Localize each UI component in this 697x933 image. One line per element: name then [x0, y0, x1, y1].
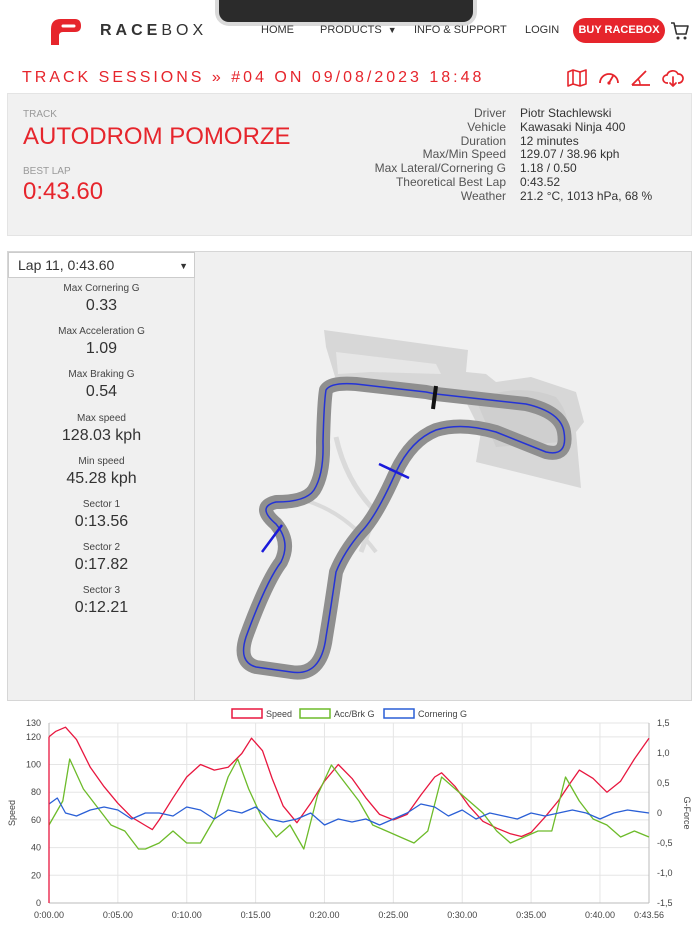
- buy-racebox-button[interactable]: BUY RACEBOX: [573, 18, 665, 43]
- racing-line: [242, 382, 566, 674]
- stat-weather: Weather 21.2 °C, 1013 hPa, 68 %: [460, 188, 653, 203]
- paddock-inner: [336, 352, 441, 374]
- legend-label: Speed: [266, 709, 292, 719]
- start-finish-marker: [431, 385, 438, 410]
- map-icon[interactable]: [566, 68, 588, 88]
- stat-duration: Duration 12 minutes: [460, 133, 579, 148]
- lap-select[interactable]: Lap 11, 0:43.60 ▼: [8, 252, 195, 278]
- x-tick-label: 0:40.00: [585, 910, 615, 920]
- y-left-tick-label: 80: [31, 787, 41, 797]
- legend-swatch: [231, 708, 263, 719]
- nav-info-support[interactable]: INFO & SUPPORT: [414, 24, 507, 36]
- track-label: TRACK: [23, 109, 57, 120]
- series-line-cornering-g: [48, 797, 650, 826]
- y-left-tick-label: 120: [26, 732, 41, 742]
- lap-stat-sector-2: Sector 2 0:17.82: [74, 542, 129, 573]
- y-left-tick-label: 60: [31, 815, 41, 825]
- y-right-tick-label: 1,5: [657, 718, 670, 728]
- lap-stat-sector-3: Sector 3 0:12.21: [74, 585, 129, 616]
- best-lap-label: BEST LAP: [23, 166, 71, 177]
- x-tick-label: 0:15.00: [241, 910, 271, 920]
- session-stats: Driver Piotr Stachlewski Vehicle Kawasaki …: [358, 106, 688, 204]
- dropdown-arrow-icon: ▼: [179, 261, 188, 271]
- chevron-down-icon: ▼: [387, 25, 397, 35]
- nav-login[interactable]: LOGIN: [525, 24, 560, 36]
- brand-name: RACEBOX: [100, 22, 208, 39]
- hero-image-peek: [215, 0, 477, 26]
- telemetry-chart-svg: 0 20 40 60 80 100 120 130 -1,5 -1,0 -0,5 0 0,5 1,0 1,5…: [7, 708, 692, 920]
- x-tick-label: 0:43.56: [634, 910, 664, 920]
- track-name: AUTODROM POMORZE: [23, 123, 291, 150]
- stat-max-min-speed: Max/Min Speed 129.07 / 38.96 kph: [422, 147, 620, 162]
- track-map[interactable]: [196, 252, 691, 700]
- lap-stat-max-braking-g: Max Braking G 0.54: [68, 369, 135, 400]
- cart-icon[interactable]: [670, 21, 690, 41]
- y-right-tick-label: -0,5: [657, 838, 673, 848]
- x-tick-label: 0:05.00: [103, 910, 133, 920]
- cloud-download-icon[interactable]: [662, 68, 684, 88]
- stat-driver: Driver Piotr Stachlewski: [474, 106, 612, 120]
- legend-label: Acc/Brk G: [334, 709, 375, 719]
- series-line-acc-brk-g: [48, 758, 650, 850]
- x-tick-label: 0:00.00: [34, 910, 64, 920]
- session-info-panel: TRACK AUTODROM POMORZE BEST LAP 0:43.60 …: [7, 93, 692, 236]
- lap-panel: Lap 11, 0:43.60 ▼ Max Cornering G 0.33 Ma…: [7, 251, 692, 701]
- racebox-logo-icon: [51, 19, 81, 45]
- y-left-tick-label: 130: [26, 718, 41, 728]
- racebox-logo[interactable]: RACEBOX: [47, 17, 207, 45]
- y-left-tick-label: 0: [36, 898, 41, 908]
- sector-marker: [260, 524, 284, 553]
- legend-swatch: [383, 708, 415, 719]
- y-right-tick-label: 1,0: [657, 748, 670, 758]
- y-right-tick-label: 0,5: [657, 778, 670, 788]
- y-right-tick-label: 0: [657, 808, 662, 818]
- lap-stat-min-speed: Min speed 45.28 kph: [66, 456, 137, 487]
- nav-home[interactable]: HOME: [261, 24, 294, 36]
- y-right-tick-label: -1,5: [657, 898, 673, 908]
- session-title: TRACK SESSIONS » #04 ON 09/08/2023 18:48: [22, 69, 485, 86]
- speedometer-icon[interactable]: [598, 68, 620, 88]
- y-left-tick-label: 40: [31, 843, 41, 853]
- x-tick-label: 0:10.00: [172, 910, 202, 920]
- stat-lateral-cornering-g: Max Lateral/Cornering G 1.18 / 0.50: [374, 161, 577, 176]
- lap-stat-max-cornering-g: Max Cornering G 0.33: [63, 283, 140, 314]
- x-tick-label: 0:25.00: [378, 910, 408, 920]
- top-navigation: RACEBOX HOME PRODUCTS ▼ INFO & SUPPORT LO…: [0, 0, 697, 62]
- x-tick-label: 0:20.00: [309, 910, 339, 920]
- lap-stat-max-speed: Max speed 128.03 kph: [61, 413, 142, 444]
- telemetry-chart[interactable]: 0 20 40 60 80 100 120 130 -1,5 -1,0 -0,5 0 0,5 1,0 1,5…: [0, 703, 697, 933]
- stat-theoretical-best-lap: Theoretical Best Lap 0:43.52: [395, 174, 561, 189]
- y-left-tick-label: 100: [26, 760, 41, 770]
- lap-stat-sector-1: Sector 1 0:13.56: [74, 499, 129, 530]
- y-left-tick-label: 20: [31, 870, 41, 880]
- legend-swatch: [299, 708, 331, 719]
- lap-stat-max-acceleration-g: Max Acceleration G 1.09: [58, 326, 145, 357]
- nav-products[interactable]: PRODUCTS ▼: [320, 24, 397, 36]
- y-left-axis-title: Speed: [7, 800, 17, 826]
- x-tick-label: 0:30.00: [447, 910, 477, 920]
- session-actions: [566, 68, 684, 88]
- legend-label: Cornering G: [418, 709, 467, 719]
- lap-select-value: Lap 11, 0:43.60: [18, 257, 115, 273]
- series-line-speed: [48, 726, 650, 838]
- best-lap-value: 0:43.60: [23, 178, 104, 205]
- y-right-axis-title: G-Force: [682, 796, 692, 829]
- lap-stats: Max Cornering G 0.33 Max Acceleration G 1.…: [8, 278, 195, 700]
- access-road: [303, 498, 378, 554]
- y-right-tick-label: -1,0: [657, 868, 673, 878]
- x-tick-label: 0:35.00: [516, 910, 546, 920]
- sector-marker: [378, 462, 410, 480]
- stat-vehicle: Vehicle Kawasaki Ninja 400: [467, 119, 626, 134]
- angle-icon[interactable]: [630, 68, 652, 88]
